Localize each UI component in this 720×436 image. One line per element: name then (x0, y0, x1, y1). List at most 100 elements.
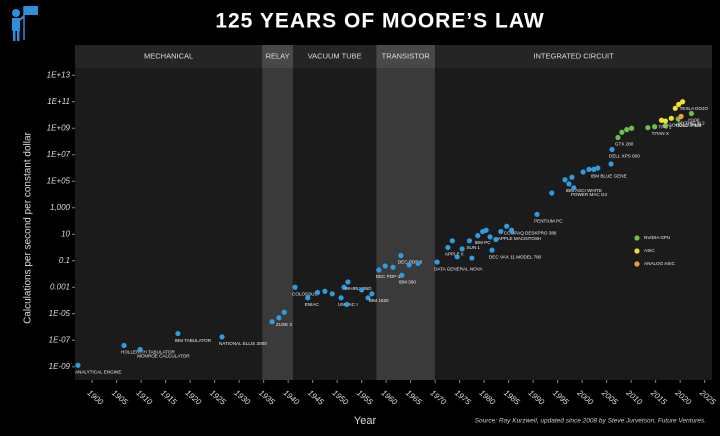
era-header (293, 45, 377, 68)
legend-label: ASIC (644, 248, 655, 253)
data-point (680, 99, 686, 105)
era-band (293, 45, 377, 380)
era-band (435, 45, 712, 380)
data-point (137, 346, 143, 353)
data-point (569, 174, 575, 180)
data-point (662, 122, 669, 129)
era-band (75, 45, 263, 380)
y-tick-label: 1E+07 (47, 150, 71, 159)
era-header (262, 45, 294, 68)
data-point (645, 125, 651, 131)
era-label: INTEGRATED CIRCUIT (533, 51, 614, 60)
y-tick-label: 1E-07 (49, 335, 71, 344)
point-label: ANALYTICAL ENGINE (75, 369, 121, 374)
point-label: ZUSE 3 (276, 322, 293, 327)
data-point (399, 272, 405, 278)
data-point (121, 342, 127, 349)
data-point (493, 236, 499, 243)
data-point (652, 124, 658, 130)
legend-swatch (634, 235, 640, 241)
point-label: HOLLERITH TABULATOR (121, 350, 175, 355)
logo (0, 0, 50, 42)
data-point (365, 295, 371, 301)
data-point (305, 295, 311, 301)
point-label: TITAN X (652, 131, 669, 136)
data-point (314, 289, 321, 296)
data-point (459, 246, 465, 252)
data-point (292, 284, 298, 290)
point-label: TESLA DOJO (680, 106, 709, 111)
point-label: DELL XPS 600 (609, 154, 640, 159)
data-point (382, 263, 388, 269)
legend-swatch (634, 261, 640, 267)
data-point (344, 301, 350, 308)
point-label: GOOGLE TPU4 (668, 123, 701, 128)
data-point (276, 315, 282, 321)
data-point (489, 247, 495, 253)
era-header (75, 45, 263, 68)
data-point (534, 211, 540, 217)
point-label: DEC PDP-8 (398, 260, 423, 265)
data-point (624, 127, 630, 133)
point-label: IBM 1620 (369, 298, 389, 303)
data-point (549, 190, 555, 196)
y-tick-label: 0.001 (50, 282, 70, 291)
point-label: ENIAC (305, 302, 320, 307)
data-point (615, 134, 621, 141)
data-point (376, 267, 382, 273)
y-axis-label: Calculations per second per constant dol… (23, 131, 34, 323)
era-band (262, 45, 294, 380)
point-label: DEC VAX 11 MODEL 780 (489, 254, 542, 259)
point-label: IBM BLUE GENE (591, 174, 627, 179)
chart-title: 125 YEARS OF MOORE’S LAW (215, 10, 544, 33)
data-point (688, 110, 695, 117)
point-label: POWER MAC G4 (571, 192, 608, 197)
data-point (390, 264, 396, 270)
data-point (454, 254, 460, 260)
data-point (329, 291, 335, 297)
era-band (376, 45, 436, 380)
point-label: TESLA P100 (675, 123, 702, 128)
y-tick-label: 1E-05 (49, 309, 71, 318)
data-point (469, 255, 475, 261)
data-point (562, 177, 568, 183)
y-tick-label: 1E+05 (47, 176, 71, 185)
x-axis-label: Year (354, 415, 377, 427)
y-tick-label: 10 (61, 229, 70, 238)
data-point (398, 252, 404, 259)
point-label: H100 (688, 118, 699, 123)
era-label: VACUUM TUBE (308, 51, 362, 60)
data-point (676, 101, 682, 108)
point-label: APPLE II (445, 252, 464, 257)
point-label: MONROE CALCULATOR (137, 354, 190, 359)
data-point (668, 115, 674, 121)
point-label: DATA GENERAL NOVA (434, 266, 483, 271)
y-tick-label: 1E-09 (49, 362, 71, 371)
point-label: IBM 360 (399, 280, 417, 285)
data-point (322, 288, 328, 294)
data-point (341, 284, 347, 290)
point-label: MYTHIC M.2 (678, 121, 705, 126)
point-label: IBM TABULATOR (175, 338, 212, 343)
data-point (608, 161, 614, 167)
point-label: IBM PC (475, 240, 492, 245)
point-label: COLOSSUS (292, 291, 318, 296)
point-label: WHIRLWIND (345, 286, 372, 291)
data-point (434, 259, 440, 265)
point-label: PENTIUM PC (534, 219, 563, 224)
legend-swatch (634, 248, 640, 254)
data-point (508, 227, 515, 233)
data-point (586, 166, 592, 172)
data-point (678, 113, 684, 119)
point-label: APPLE MACINTOSH (498, 236, 542, 241)
data-point (487, 234, 493, 240)
data-point (406, 262, 412, 268)
y-tick-label: 1E+09 (47, 123, 71, 132)
era-header (435, 45, 712, 68)
point-label: COMPAQ DESKPRO 386 (504, 230, 557, 235)
point-label: IBM ASCI WHITE (566, 188, 602, 193)
data-point (504, 223, 510, 229)
data-point (345, 279, 351, 285)
era-label: RELAY (266, 51, 290, 60)
